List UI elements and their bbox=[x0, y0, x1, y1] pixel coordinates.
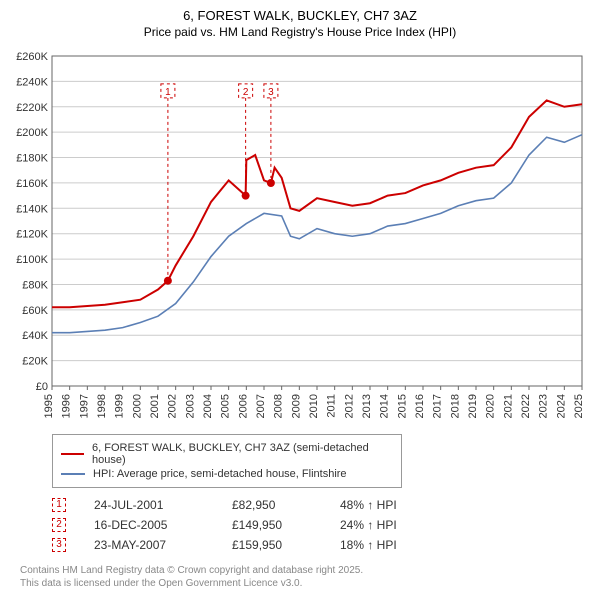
svg-text:2003: 2003 bbox=[184, 394, 196, 418]
svg-text:2014: 2014 bbox=[379, 394, 391, 418]
svg-text:2019: 2019 bbox=[467, 394, 479, 418]
sale-row-1: 1 24-JUL-2001 £82,950 48% ↑ HPI bbox=[52, 498, 590, 512]
sale-date: 23-MAY-2007 bbox=[94, 538, 204, 552]
sale-marker-dot-2 bbox=[242, 192, 250, 200]
svg-text:2006: 2006 bbox=[237, 394, 249, 418]
svg-text:2011: 2011 bbox=[326, 394, 338, 418]
footnote: Contains HM Land Registry data © Crown c… bbox=[20, 564, 590, 590]
svg-text:1999: 1999 bbox=[114, 394, 126, 418]
svg-text:1: 1 bbox=[165, 87, 171, 98]
sale-pct: 48% ↑ HPI bbox=[340, 498, 430, 512]
sale-price: £149,950 bbox=[232, 518, 312, 532]
sale-pct: 24% ↑ HPI bbox=[340, 518, 430, 532]
svg-text:2013: 2013 bbox=[361, 394, 373, 418]
svg-text:2010: 2010 bbox=[308, 394, 320, 418]
svg-text:£160K: £160K bbox=[16, 178, 48, 190]
sale-row-3: 3 23-MAY-2007 £159,950 18% ↑ HPI bbox=[52, 538, 590, 552]
svg-text:1995: 1995 bbox=[43, 394, 55, 418]
sale-marker-dot-3 bbox=[267, 179, 275, 187]
svg-text:£100K: £100K bbox=[16, 255, 48, 267]
legend-row-0: 6, FOREST WALK, BUCKLEY, CH7 3AZ (semi-d… bbox=[61, 442, 393, 466]
title-line1: 6, FOREST WALK, BUCKLEY, CH7 3AZ bbox=[10, 8, 590, 25]
sale-marker-ref-2: 2 bbox=[52, 518, 66, 532]
svg-text:£20K: £20K bbox=[22, 356, 48, 368]
svg-text:2025: 2025 bbox=[573, 394, 585, 418]
svg-text:3: 3 bbox=[268, 87, 274, 98]
sale-date: 24-JUL-2001 bbox=[94, 498, 204, 512]
svg-text:2007: 2007 bbox=[255, 394, 267, 418]
sale-price: £159,950 bbox=[232, 538, 312, 552]
legend-row-1: HPI: Average price, semi-detached house,… bbox=[61, 468, 393, 480]
svg-text:£240K: £240K bbox=[16, 77, 48, 89]
legend-swatch bbox=[61, 453, 84, 455]
svg-text:2001: 2001 bbox=[149, 394, 161, 418]
footnote-line1: Contains HM Land Registry data © Crown c… bbox=[20, 564, 590, 577]
svg-text:2008: 2008 bbox=[273, 394, 285, 418]
svg-text:2020: 2020 bbox=[485, 394, 497, 418]
svg-text:2002: 2002 bbox=[167, 394, 179, 418]
svg-text:2012: 2012 bbox=[343, 394, 355, 418]
svg-text:2000: 2000 bbox=[131, 394, 143, 418]
svg-text:2021: 2021 bbox=[502, 394, 514, 418]
svg-text:2015: 2015 bbox=[396, 394, 408, 418]
container: 6, FOREST WALK, BUCKLEY, CH7 3AZ Price p… bbox=[0, 0, 600, 598]
sale-price: £82,950 bbox=[232, 498, 312, 512]
svg-text:£120K: £120K bbox=[16, 229, 48, 241]
sale-date: 16-DEC-2005 bbox=[94, 518, 204, 532]
svg-text:2009: 2009 bbox=[290, 394, 302, 418]
sale-marker-ref-1: 1 bbox=[52, 498, 66, 512]
chart-svg: £0 £20K £40K £60K £80K £100K £120K £140K £160K £1… bbox=[10, 48, 590, 428]
svg-text:£260K: £260K bbox=[16, 51, 48, 63]
svg-text:2018: 2018 bbox=[449, 394, 461, 418]
svg-text:£40K: £40K bbox=[22, 331, 48, 343]
title-line2: Price paid vs. HM Land Registry's House … bbox=[10, 25, 590, 41]
sale-marker-ref-3: 3 bbox=[52, 538, 66, 552]
svg-text:£80K: £80K bbox=[22, 280, 48, 292]
chart: £0 £20K £40K £60K £80K £100K £120K £140K £160K £1… bbox=[10, 48, 590, 428]
sale-row-2: 2 16-DEC-2005 £149,950 24% ↑ HPI bbox=[52, 518, 590, 532]
svg-text:2016: 2016 bbox=[414, 394, 426, 418]
svg-text:£0: £0 bbox=[36, 381, 48, 393]
footnote-line2: This data is licensed under the Open Gov… bbox=[20, 577, 590, 590]
svg-text:£140K: £140K bbox=[16, 204, 48, 216]
svg-text:2: 2 bbox=[243, 87, 249, 98]
sales-table: 1 24-JUL-2001 £82,950 48% ↑ HPI 2 16-DEC-2005… bbox=[52, 498, 590, 552]
svg-text:£60K: £60K bbox=[22, 305, 48, 317]
svg-text:1998: 1998 bbox=[96, 394, 108, 418]
svg-text:2017: 2017 bbox=[432, 394, 444, 418]
chart-title: 6, FOREST WALK, BUCKLEY, CH7 3AZ Price p… bbox=[10, 8, 590, 40]
svg-text:1996: 1996 bbox=[61, 394, 73, 418]
svg-text:£180K: £180K bbox=[16, 153, 48, 165]
svg-text:1997: 1997 bbox=[78, 394, 90, 418]
legend: 6, FOREST WALK, BUCKLEY, CH7 3AZ (semi-d… bbox=[52, 434, 402, 488]
svg-text:2023: 2023 bbox=[538, 394, 550, 418]
svg-text:£200K: £200K bbox=[16, 128, 48, 140]
sale-marker-dot-1 bbox=[164, 277, 172, 285]
sale-pct: 18% ↑ HPI bbox=[340, 538, 430, 552]
svg-text:2005: 2005 bbox=[220, 394, 232, 418]
svg-text:2004: 2004 bbox=[202, 394, 214, 418]
series-property bbox=[52, 101, 582, 308]
svg-text:2022: 2022 bbox=[520, 394, 532, 418]
legend-label: 6, FOREST WALK, BUCKLEY, CH7 3AZ (semi-d… bbox=[92, 442, 393, 466]
legend-swatch bbox=[61, 473, 85, 475]
svg-text:£220K: £220K bbox=[16, 102, 48, 114]
legend-label: HPI: Average price, semi-detached house,… bbox=[93, 468, 347, 480]
svg-text:2024: 2024 bbox=[555, 394, 567, 418]
